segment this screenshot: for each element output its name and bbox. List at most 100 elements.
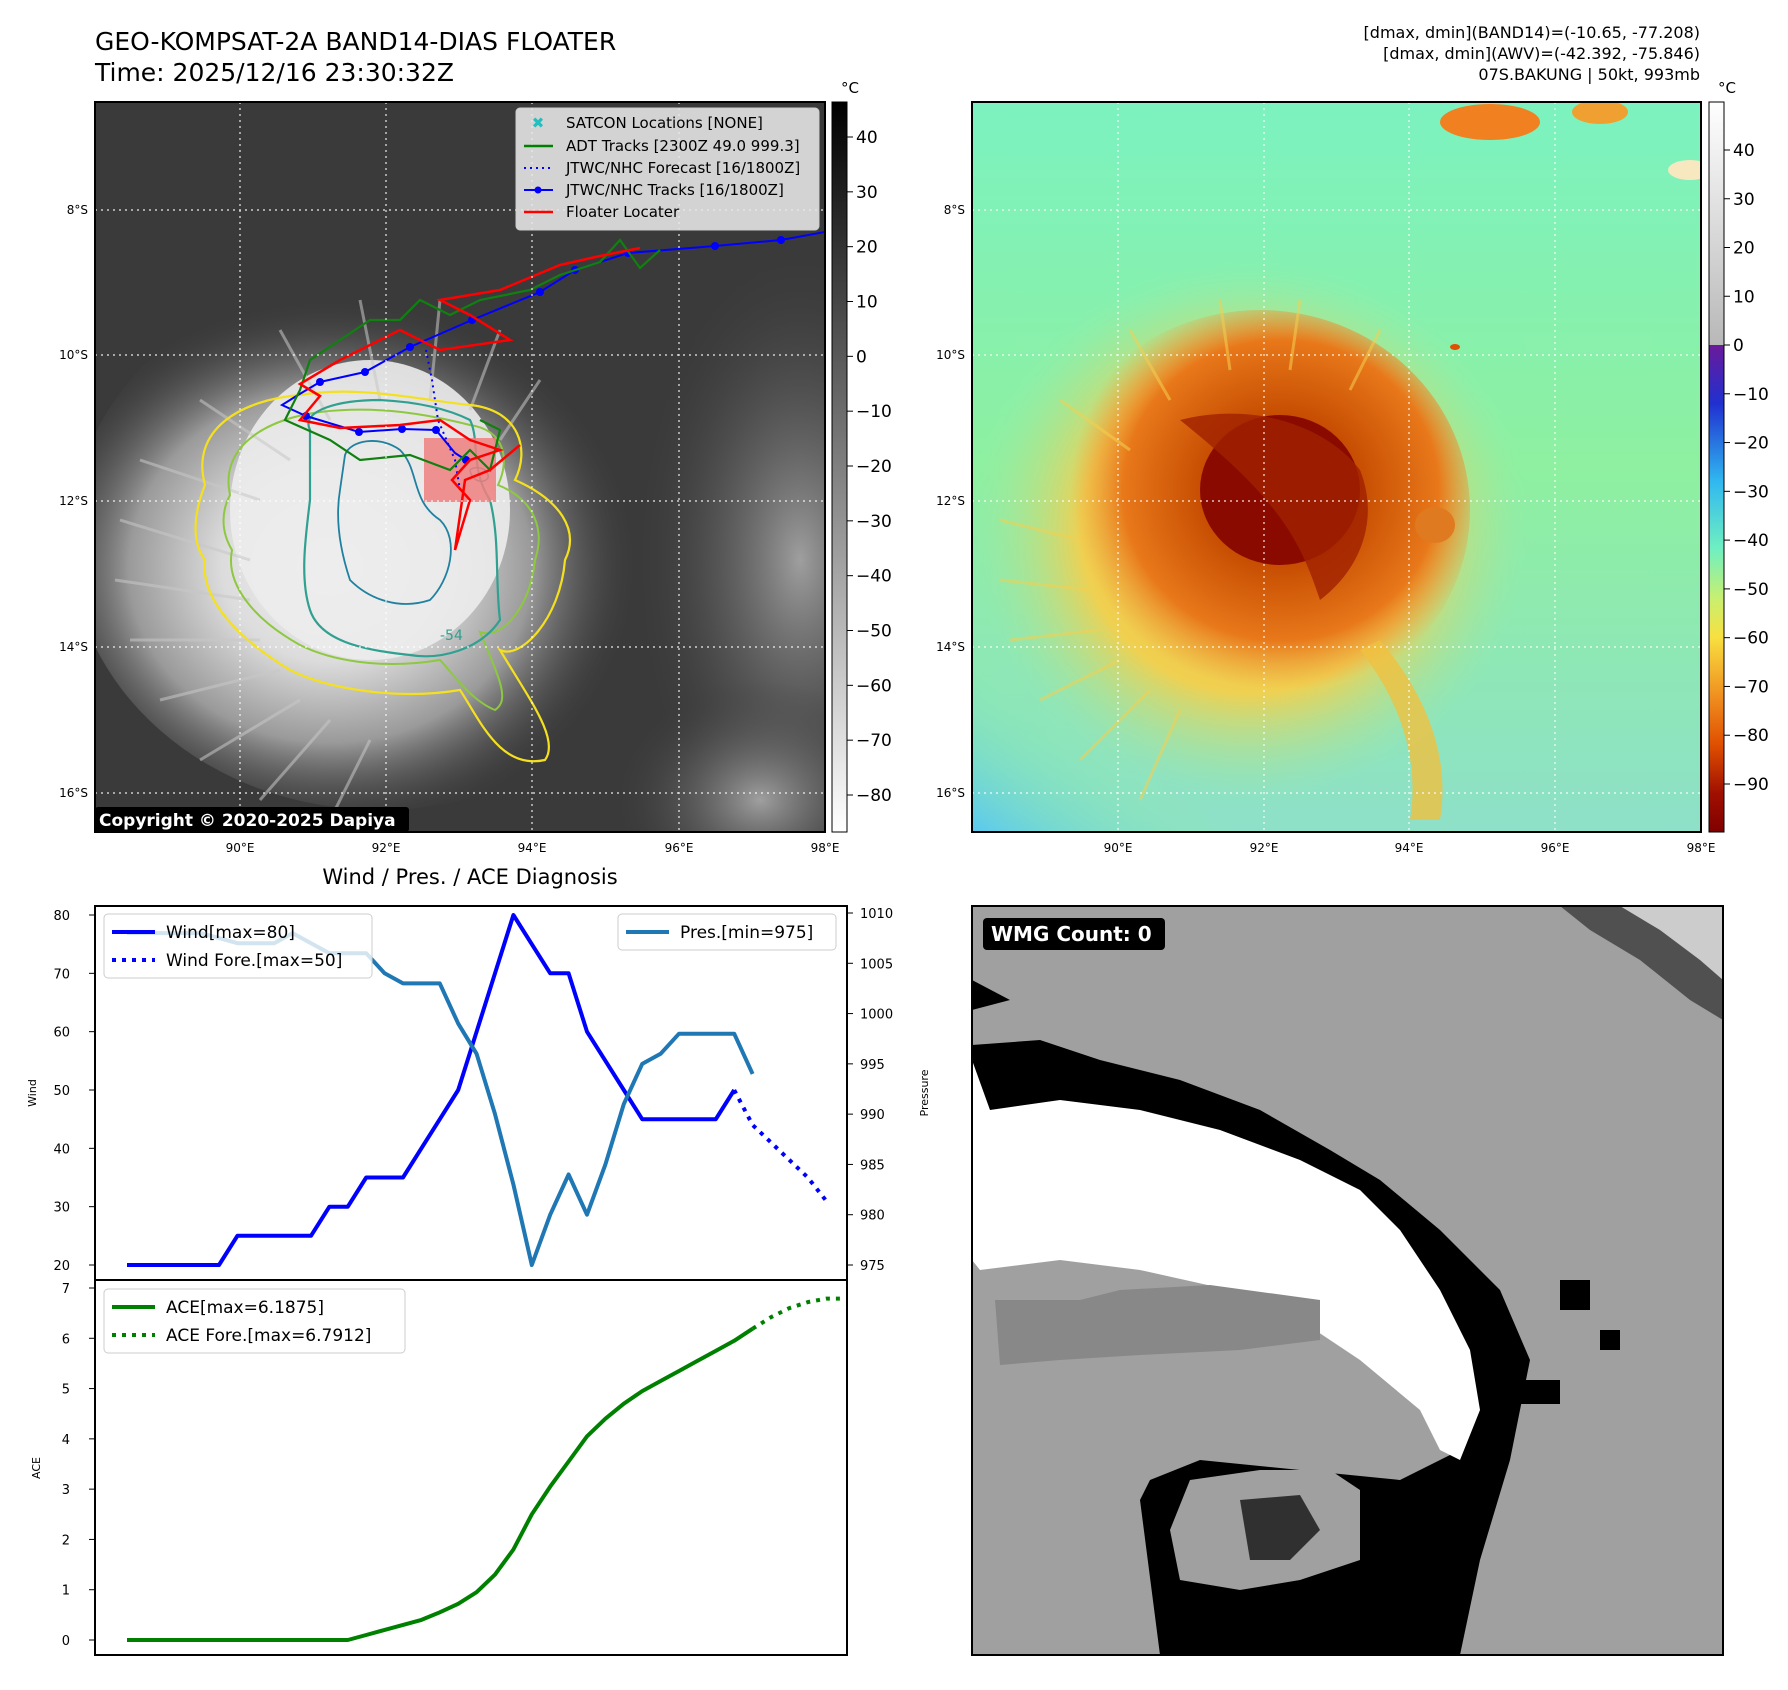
legend-wind-label: Wind[max=80] xyxy=(166,923,295,943)
color-colorbar-label: 0 xyxy=(1733,336,1744,356)
wind-tick-label: 80 xyxy=(53,909,70,924)
color-colorbar-label: −90 xyxy=(1733,775,1769,795)
legend-ace-label: ACE[max=6.1875] xyxy=(166,1298,324,1318)
pressure-axis-label: Pressure xyxy=(918,1069,931,1116)
legend-pressure-label: Pres.[min=975] xyxy=(680,923,813,943)
info-storm: 07S.BAKUNG | 50kt, 993mb xyxy=(1478,65,1700,84)
legend-floater-label: Floater Locater xyxy=(566,203,680,221)
clr-lat-12: 12°S xyxy=(936,494,965,508)
clr-lon-94: 94°E xyxy=(1395,841,1424,855)
legend-forecast-label: JTWC/NHC Forecast [16/1800Z] xyxy=(565,159,800,177)
wmg-count-badge xyxy=(983,918,1165,950)
series-ace-line xyxy=(127,1327,754,1642)
color-colorbar-label: −60 xyxy=(1733,629,1769,649)
clr-lon-90: 90°E xyxy=(1104,841,1133,855)
ir-colorbar-label: −20 xyxy=(856,457,892,477)
ace-axis-label: ACE xyxy=(30,1457,43,1479)
color-colorbar-label: −10 xyxy=(1733,385,1769,405)
ace-tick-label: 3 xyxy=(62,1483,70,1498)
color-colorbar-label: 30 xyxy=(1733,190,1755,210)
ir-colorbar-label: −40 xyxy=(856,567,892,587)
ir-colorbar-unit: °C xyxy=(841,79,859,97)
copyright-badge xyxy=(95,807,409,832)
color-colorbar-label: 10 xyxy=(1733,287,1755,307)
ir-lat-8: 8°S xyxy=(67,203,88,217)
wind-tick-label: 60 xyxy=(53,1026,70,1041)
ir-lon-90: 90°E xyxy=(226,841,255,855)
figure-time: Time: 2025/12/16 23:30:32Z xyxy=(94,58,454,87)
wind-tick-label: 50 xyxy=(53,1084,70,1099)
pressure-tick-label: 995 xyxy=(860,1058,885,1073)
ace-legend: ACE[max=6.1875] ACE Fore.[max=6.7912] xyxy=(103,1288,406,1354)
color-colorbar-label: −40 xyxy=(1733,531,1769,551)
ir-lat-14: 14°S xyxy=(59,640,88,654)
legend-satcon-icon: ✖ xyxy=(532,114,545,132)
wind-pressure-chart: Wind Pressure 20 30 40 50 60 70 80 975 980 985 99… xyxy=(26,905,931,1281)
legend-satcon-label: SATCON Locations [NONE] xyxy=(566,114,763,132)
pressure-tick-label: 1000 xyxy=(860,1008,893,1023)
copyright-text: Copyright © 2020-2025 Dapiya xyxy=(99,811,396,831)
legend-tracks-label: JTWC/NHC Tracks [16/1800Z] xyxy=(565,181,784,199)
ir-lon-98: 98°E xyxy=(811,841,840,855)
legend-tracks-marker xyxy=(534,186,542,194)
ir-colorbar-label: 30 xyxy=(856,183,878,203)
pressure-tick-label: 1005 xyxy=(860,957,893,972)
clr-lon-92: 92°E xyxy=(1250,841,1279,855)
wind-axis-label: Wind xyxy=(26,1079,39,1107)
color-colorbar-unit: °C xyxy=(1718,79,1736,97)
series-wind-fore-line xyxy=(732,1089,828,1203)
legend-wind-fore-label: Wind Fore.[max=50] xyxy=(166,951,342,971)
ir-colorbar-label: −10 xyxy=(856,402,892,422)
ir-contour-label: -54 xyxy=(440,628,463,644)
ace-tick-label: 6 xyxy=(62,1332,70,1347)
legend-adt-label: ADT Tracks [2300Z 49.0 999.3] xyxy=(566,137,800,155)
pressure-tick-label: 1010 xyxy=(860,907,893,922)
color-map-panel: 90°E 92°E 94°E 96°E 98°E 8°S 10°S 12°S 1… xyxy=(936,79,1769,855)
color-colorbar-label: −20 xyxy=(1733,434,1769,454)
ir-lat-12: 12°S xyxy=(59,494,88,508)
ace-tick-label: 1 xyxy=(62,1584,70,1599)
ir-colorbar-label: 0 xyxy=(856,347,867,367)
info-awv-range: [dmax, dmin](AWV)=(-42.392, -75.846) xyxy=(1383,44,1700,63)
color-colorbar-label: −30 xyxy=(1733,482,1769,502)
ir-lon-92: 92°E xyxy=(372,841,401,855)
wmg-count-text: WMG Count: 0 xyxy=(991,922,1152,946)
ir-lat-10: 10°S xyxy=(59,348,88,362)
color-colorbar-label: −70 xyxy=(1733,677,1769,697)
diagnosis-title: Wind / Pres. / ACE Diagnosis xyxy=(322,865,617,889)
clr-lon-98: 98°E xyxy=(1687,841,1716,855)
ace-tick-label: 2 xyxy=(62,1533,70,1548)
ir-colorbar-label: 10 xyxy=(856,293,878,313)
ir-map-panel: -54 ✖ SATCON Locations [NONE] ADT Tracks… xyxy=(59,79,892,855)
ace-tick-label: 0 xyxy=(62,1634,70,1649)
ir-colorbar-label: 40 xyxy=(856,128,878,148)
ace-tick-label: 4 xyxy=(62,1433,70,1448)
legend-ace-fore-label: ACE Fore.[max=6.7912] xyxy=(166,1326,371,1346)
ir-colorbar-label: −60 xyxy=(856,676,892,696)
ace-tick-label: 5 xyxy=(62,1383,70,1398)
ir-lat-16: 16°S xyxy=(59,786,88,800)
pressure-tick-label: 980 xyxy=(860,1209,885,1224)
pressure-legend: Pres.[min=975] xyxy=(617,913,837,951)
ir-lon-94: 94°E xyxy=(518,841,547,855)
ace-chart: ACE 0 1 2 3 4 5 6 7 ACE[max=6.1875] ACE Fore.[m… xyxy=(30,1279,848,1656)
clr-lat-14: 14°S xyxy=(936,640,965,654)
ir-colorbar-label: −70 xyxy=(856,731,892,751)
wind-legend: Wind[max=80] Wind Fore.[max=50] xyxy=(103,913,373,979)
ir-colorbar: °C 40 30 20 10 0 −10 −20 −30 −40 −50 −60 −70 −80 xyxy=(831,79,892,833)
color-colorbar-label: 20 xyxy=(1733,239,1755,259)
ir-colorbar-label: −50 xyxy=(856,622,892,642)
figure-title: GEO-KOMPSAT-2A BAND14-DIAS FLOATER xyxy=(95,27,616,56)
ir-lon-96: 96°E xyxy=(665,841,694,855)
clr-lat-8: 8°S xyxy=(944,203,965,217)
clr-lat-16: 16°S xyxy=(936,786,965,800)
series-ace-fore-line xyxy=(751,1296,845,1331)
color-colorbar-label: −50 xyxy=(1733,580,1769,600)
wind-tick-label: 30 xyxy=(53,1201,70,1216)
series-wind-line xyxy=(127,913,736,1267)
color-colorbar: °C 40 30 20 10 0 −10 −20 −30 −40 −50 −60 −70 −80 −90 xyxy=(1708,79,1769,833)
ace-tick-label: 7 xyxy=(62,1282,70,1297)
clr-lon-96: 96°E xyxy=(1541,841,1570,855)
wind-tick-label: 20 xyxy=(53,1259,70,1274)
